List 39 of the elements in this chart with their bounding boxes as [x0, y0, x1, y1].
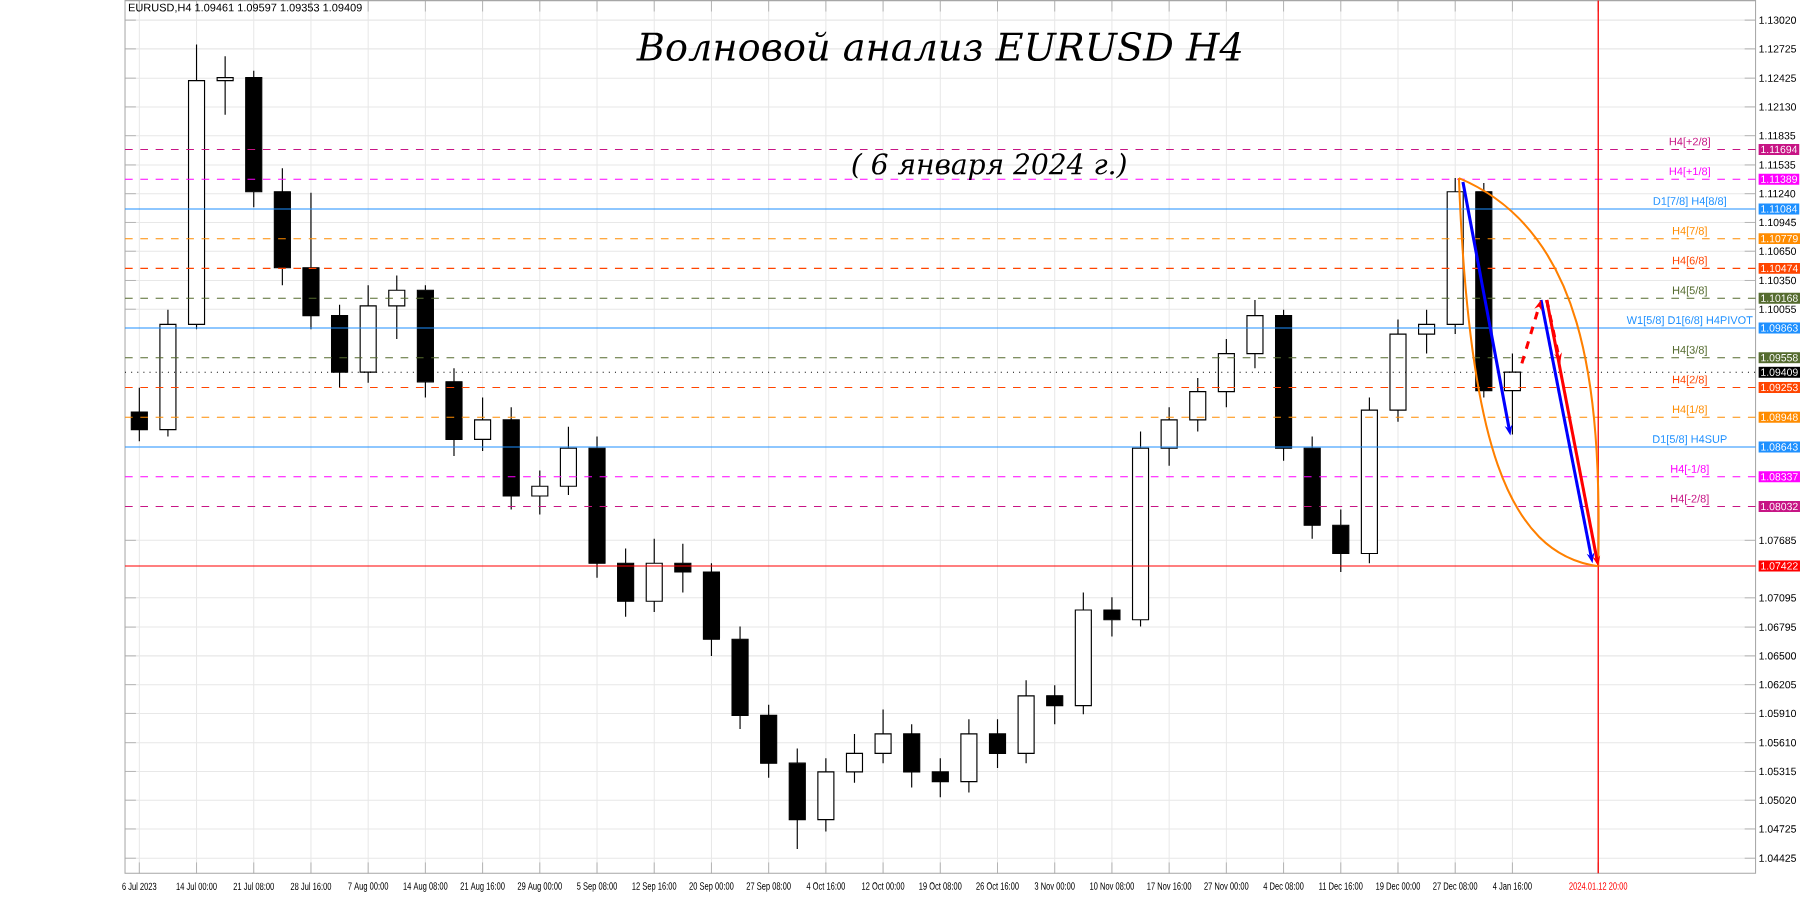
- candlestick: [502, 406, 520, 511]
- text: ( 6 января 2024 г.): [852, 152, 1126, 180]
- candlestick: [302, 191, 320, 330]
- candlestick: [1446, 177, 1464, 335]
- candlestick: [474, 396, 492, 452]
- candlestick: [874, 708, 892, 764]
- candlestick: [903, 723, 921, 788]
- candlestick: [1246, 299, 1264, 369]
- candlestick: [273, 167, 291, 286]
- candlestick: [130, 386, 148, 442]
- candlestick: [1332, 508, 1350, 573]
- candlestick: [1131, 430, 1150, 628]
- candlestick: [245, 70, 263, 208]
- candlestick: [617, 547, 635, 618]
- candlestick: [788, 747, 806, 850]
- candlestick: [1360, 396, 1378, 564]
- candlestick: [988, 718, 1007, 769]
- candlestick: [931, 757, 949, 798]
- candlestick: [731, 625, 749, 730]
- candlestick: [760, 703, 778, 779]
- candlestick: [1017, 679, 1035, 764]
- candlestick: [1103, 596, 1121, 637]
- candlestick: [1189, 377, 1207, 433]
- candlestick: [216, 55, 234, 116]
- candlestick: [1074, 591, 1092, 715]
- candlestick: [388, 274, 406, 340]
- candlestick: [845, 733, 864, 784]
- candlestick: [588, 435, 606, 579]
- candlestick: [817, 757, 835, 832]
- candlestick: [531, 469, 549, 515]
- candlestick: [1160, 406, 1178, 467]
- candlestick: [702, 562, 721, 657]
- text: Волновой анализ EURUSD H4: [636, 31, 1241, 61]
- candlestick: [645, 538, 663, 613]
- candlestick: [187, 43, 206, 330]
- candlestick: [1046, 684, 1064, 725]
- candlestick: [1303, 435, 1321, 540]
- candlestick: [559, 426, 577, 496]
- candlestick: [960, 718, 978, 793]
